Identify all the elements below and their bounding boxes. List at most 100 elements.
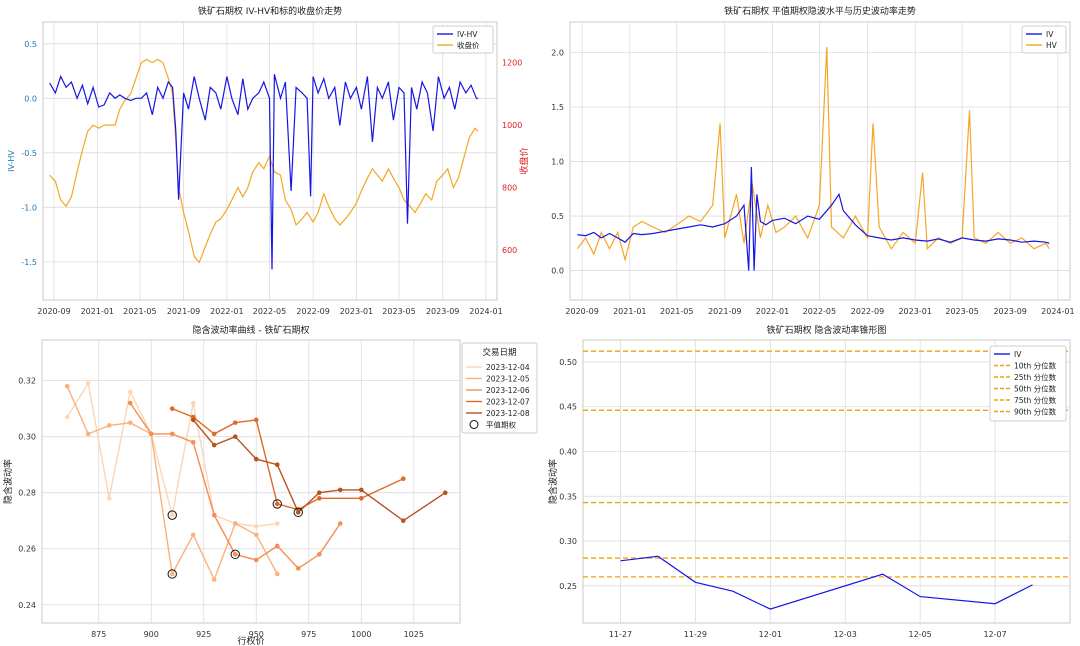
legend-label: 2023-12-04	[486, 363, 530, 372]
legend-label: 50th 分位数	[1014, 384, 1057, 394]
y-tick-label: 1.0	[551, 158, 564, 167]
data-point	[64, 383, 70, 389]
legend-box	[432, 25, 494, 54]
x-tick-label: 11-29	[684, 630, 707, 639]
legend-label: 2023-12-06	[486, 386, 530, 395]
chart-iv-hv-price: 2020-09 2021-01 2021-05 2021-09 2022-01 2022-…	[7, 5, 530, 316]
x-tick-label: 2023-05	[945, 307, 978, 316]
y2-axis-label: 收盘价	[518, 147, 530, 174]
atm-marker	[293, 507, 303, 518]
data-point	[232, 434, 238, 439]
data-point	[190, 417, 196, 423]
data-point	[337, 521, 343, 526]
data-point	[253, 417, 259, 423]
y-tick-label: 0.40	[559, 447, 577, 456]
data-point	[400, 476, 406, 481]
legend-label: 75th 分位数	[1014, 395, 1057, 405]
data-point	[253, 524, 259, 529]
atm-marker	[167, 569, 177, 579]
data-point	[274, 521, 280, 526]
data-point	[253, 456, 259, 462]
chart-iv-hv-levels: 2020-09 2021-01 2021-05 2021-09 2022-01 2022-…	[551, 5, 1074, 316]
y-axis-label: 隐含波动率	[2, 459, 14, 504]
data-point	[169, 406, 175, 411]
legend-label: 收盘价	[457, 40, 480, 50]
legend-label: 25th 分位数	[1014, 372, 1057, 382]
legend-label: IV	[1046, 30, 1054, 39]
legend-label: 2023-12-08	[486, 409, 530, 418]
atm-marker	[272, 499, 282, 509]
plot-frame	[582, 339, 1071, 624]
chart-iv-cone: 11-27 11-29 12-01 12-03 12-05 12-07 0.50 0.45 0.…	[547, 324, 1071, 639]
data-point	[400, 518, 406, 524]
y-tick-label: 0.26	[18, 545, 36, 554]
data-point	[274, 501, 280, 507]
legend-box	[989, 345, 1067, 422]
data-point	[85, 381, 91, 386]
legend-label: HV	[1046, 41, 1058, 50]
legend-label: 2023-12-05	[486, 375, 530, 384]
legend-label: 90th 分位数	[1014, 407, 1057, 417]
chart-iv-smile: 875 900 925 950 975 1000 1025 0.32 0.30 0.28 0.26 0…	[2, 324, 538, 646]
legend-box	[461, 342, 538, 434]
x-tick-label: 2020-09	[37, 307, 70, 316]
y2-tick-label: 1000	[502, 121, 522, 130]
x-tick-label: 12-05	[909, 630, 932, 639]
y-tick-label: 0.30	[18, 433, 36, 442]
legend-label: 2023-12-07	[486, 398, 530, 407]
data-point	[127, 400, 133, 406]
series-line-iv-hv	[49, 74, 479, 270]
data-point	[253, 532, 259, 538]
data-point	[358, 487, 364, 493]
data-point	[274, 462, 280, 467]
x-tick-label: 2022-05	[803, 307, 836, 316]
x-tick-label: 1025	[404, 630, 424, 639]
x-tick-label: 1000	[351, 630, 371, 639]
data-point	[211, 442, 217, 448]
y-tick-label: 0.0	[551, 267, 564, 276]
data-point	[127, 389, 133, 395]
y-tick-label: 0.5	[551, 212, 564, 221]
legend-box	[1021, 25, 1067, 54]
legend-label: 10th 分位数	[1014, 361, 1057, 371]
y-tick-label: 2.0	[551, 49, 564, 58]
y-tick-label: 0.35	[559, 492, 577, 501]
data-point	[295, 510, 301, 515]
data-point	[232, 420, 238, 425]
y-axis-label: IV-HV	[7, 150, 16, 172]
x-tick-label: 2022-05	[253, 307, 286, 316]
x-tick-label: 975	[301, 630, 316, 639]
y2-tick-label: 1200	[502, 59, 522, 68]
x-tick-label: 12-07	[983, 630, 1006, 639]
y-tick-label: 0.50	[559, 358, 577, 367]
x-tick-label: 2022-01	[210, 307, 243, 316]
y-tick-label: 0.0	[24, 94, 37, 103]
data-point	[211, 431, 217, 437]
x-tick-label: 2021-09	[708, 307, 741, 316]
y2-tick-label: 600	[502, 246, 517, 255]
x-tick-label: 12-01	[759, 630, 782, 639]
x-tick-label: 2021-01	[81, 307, 114, 316]
y-tick-label: 0.25	[559, 582, 577, 591]
x-axis-label: 行权价	[237, 635, 264, 646]
data-point	[232, 521, 238, 526]
series-line-iv	[620, 555, 1033, 610]
legend-swatch-atm	[469, 420, 479, 429]
data-point	[169, 431, 175, 437]
x-tick-label: 2021-09	[167, 307, 200, 316]
data-point	[64, 414, 70, 420]
x-tick-label: 875	[91, 630, 106, 639]
data-point	[127, 420, 133, 425]
chart-title: 铁矿石期权 IV-HV和标的收盘价走势	[198, 5, 342, 17]
data-point	[190, 400, 196, 406]
y-tick-label: 0.30	[559, 537, 577, 546]
x-tick-label: 12-03	[834, 630, 857, 639]
series-line-hv	[576, 47, 1050, 263]
x-tick-label: 2021-05	[660, 307, 693, 316]
plot-frame	[41, 339, 461, 624]
x-tick-label: 11-27	[609, 630, 632, 639]
legend-label: IV-HV	[457, 30, 478, 39]
x-tick-label: 2020-09	[565, 307, 598, 316]
data-point	[316, 552, 322, 557]
